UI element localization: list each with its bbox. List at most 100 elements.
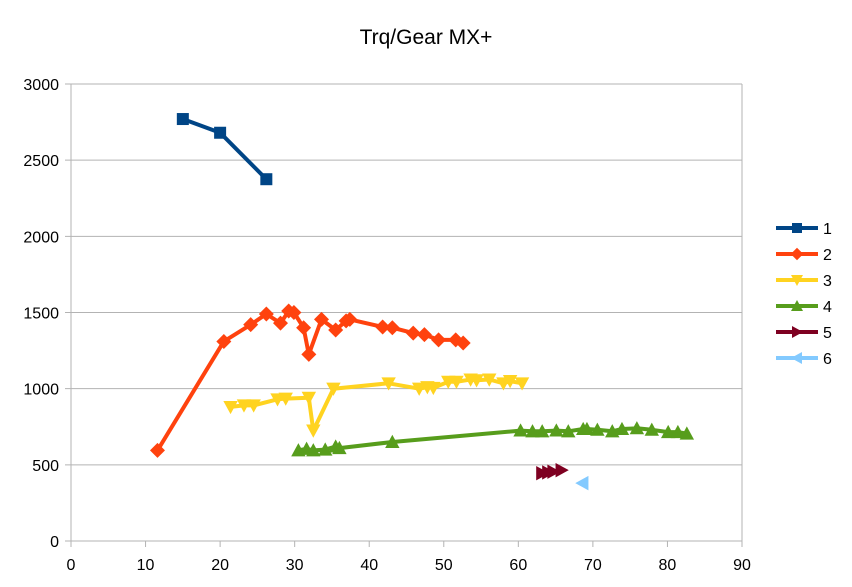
x-tick-label: 10 xyxy=(137,557,155,574)
triangle-up-marker-icon xyxy=(549,423,564,437)
diamond-marker-icon xyxy=(216,333,232,349)
triangle-down-marker-icon xyxy=(246,399,261,413)
x-tick-label: 60 xyxy=(509,557,527,574)
triangle-up-marker-icon xyxy=(679,426,695,440)
diamond-marker-icon xyxy=(375,319,391,335)
diamond-marker-icon xyxy=(149,442,165,458)
triangle-right-marker-icon xyxy=(555,462,569,478)
triangle-down-marker-icon xyxy=(411,382,427,396)
x-tick-label: 90 xyxy=(733,557,751,574)
y-tick-label: 2500 xyxy=(23,153,59,170)
series-line xyxy=(230,377,523,433)
legend-label: 1 xyxy=(823,221,832,238)
triangle-up-marker-icon xyxy=(670,424,686,439)
series-2 xyxy=(149,303,471,458)
y-tick-label: 1500 xyxy=(23,306,59,323)
triangle-up-marker-icon xyxy=(614,421,630,436)
legend-label: 4 xyxy=(823,299,832,316)
triangle-down-marker-icon xyxy=(514,377,530,391)
triangle-down-marker-icon xyxy=(791,275,803,286)
legend-item-5: 5 xyxy=(776,325,832,342)
series-1 xyxy=(176,113,273,186)
legend-label: 6 xyxy=(823,351,832,368)
triangle-down-marker-icon xyxy=(502,375,518,389)
diamond-marker-icon xyxy=(384,320,400,336)
triangle-down-marker-icon xyxy=(278,392,293,406)
diamond-marker-icon xyxy=(405,325,421,341)
legend-label: 2 xyxy=(823,247,832,264)
series-5 xyxy=(536,462,569,481)
diamond-marker-icon xyxy=(258,306,274,322)
diamond-marker-icon xyxy=(286,305,302,320)
triangle-up-marker-icon xyxy=(791,300,803,311)
diamond-marker-icon xyxy=(296,320,312,336)
diamond-marker-icon xyxy=(243,317,259,333)
axes: 0 500 1000 1500 2000 2500 3000 0 10 20 30 40 50 60 70 8… xyxy=(23,77,751,574)
diamond-marker-icon xyxy=(342,311,358,327)
triangle-right-marker-icon xyxy=(792,326,803,338)
y-tick-label: 2000 xyxy=(23,229,59,246)
triangle-down-marker-icon xyxy=(236,399,252,413)
diamond-marker-icon xyxy=(314,311,330,327)
triangle-up-marker-icon xyxy=(644,422,659,436)
y-tick-label: 1000 xyxy=(23,382,59,399)
legend-item-1: 1 xyxy=(776,221,832,238)
triangle-left-marker-icon xyxy=(791,352,802,364)
triangle-down-marker-icon xyxy=(306,424,321,438)
triangle-down-marker-icon xyxy=(223,400,238,415)
x-tick-label: 80 xyxy=(659,557,677,574)
triangle-down-marker-icon xyxy=(326,382,341,396)
diamond-marker-icon xyxy=(273,315,289,331)
legend-item-3: 3 xyxy=(776,273,832,290)
triangle-up-marker-icon xyxy=(306,443,321,457)
plot-series xyxy=(149,113,695,491)
triangle-up-marker-icon xyxy=(513,423,528,437)
triangle-right-marker-icon xyxy=(547,464,561,479)
triangle-down-marker-icon xyxy=(469,374,484,388)
x-tick-label: 20 xyxy=(211,557,229,574)
square-marker-icon xyxy=(214,126,227,139)
y-tick-label: 500 xyxy=(32,458,59,475)
triangle-up-marker-icon xyxy=(534,424,550,438)
diamond-marker-icon xyxy=(328,322,344,338)
triangle-down-marker-icon xyxy=(449,375,464,390)
y-tick-label: 3000 xyxy=(23,77,59,94)
triangle-up-marker-icon xyxy=(525,424,540,438)
legend-item-4: 4 xyxy=(776,299,832,316)
x-tick-label: 0 xyxy=(67,557,76,574)
triangle-down-marker-icon xyxy=(381,377,396,391)
x-tick-label: 70 xyxy=(584,557,602,574)
legend: 1 2 3 4 5 6 xyxy=(776,221,832,368)
triangle-up-marker-icon xyxy=(590,422,605,436)
legend-item-6: 6 xyxy=(776,351,832,368)
triangle-down-marker-icon xyxy=(482,373,497,387)
series-3 xyxy=(223,373,530,438)
diamond-marker-icon xyxy=(301,346,317,362)
triangle-up-marker-icon xyxy=(561,424,576,438)
triangle-up-marker-icon xyxy=(332,440,347,455)
triangle-left-marker-icon xyxy=(575,475,589,491)
square-marker-icon xyxy=(792,223,802,233)
x-tick-label: 30 xyxy=(286,557,304,574)
diamond-marker-icon xyxy=(455,335,471,351)
square-marker-icon xyxy=(176,113,189,126)
series-line xyxy=(298,426,688,453)
triangle-up-marker-icon xyxy=(579,421,595,436)
chart-title: Trq/Gear MX+ xyxy=(359,26,493,49)
legend-label: 5 xyxy=(823,325,832,342)
square-marker-icon xyxy=(260,173,273,186)
y-tick-label: 0 xyxy=(50,534,59,551)
triangle-up-marker-icon xyxy=(660,424,676,439)
triangle-down-marker-icon xyxy=(301,391,317,406)
diamond-marker-icon xyxy=(416,327,432,343)
series-4 xyxy=(291,421,695,457)
legend-item-2: 2 xyxy=(776,247,832,264)
x-tick-label: 40 xyxy=(360,557,378,574)
gridlines xyxy=(65,83,742,542)
triangle-up-marker-icon xyxy=(385,434,400,448)
diamond-marker-icon xyxy=(431,332,447,348)
x-tick-label: 50 xyxy=(435,557,453,574)
series-6 xyxy=(575,475,589,491)
